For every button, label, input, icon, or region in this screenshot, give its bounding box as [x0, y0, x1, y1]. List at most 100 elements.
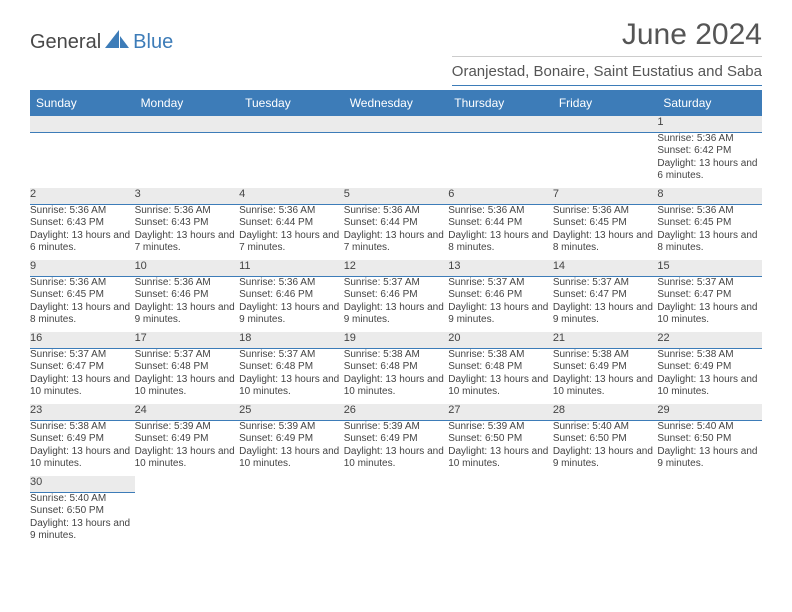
sunrise-line: Sunrise: 5:36 AM [30, 205, 135, 218]
sunrise-line: Sunrise: 5:37 AM [239, 349, 344, 362]
day-detail-cell: Sunrise: 5:38 AMSunset: 6:49 PMDaylight:… [30, 420, 135, 476]
sunset-line: Sunset: 6:46 PM [239, 289, 344, 302]
daylight-line: Daylight: 13 hours and 10 minutes. [448, 446, 553, 471]
daylight-line: Daylight: 13 hours and 10 minutes. [135, 374, 240, 399]
sunrise-line: Sunrise: 5:39 AM [135, 421, 240, 434]
daylight-line: Daylight: 13 hours and 10 minutes. [239, 446, 344, 471]
day-detail-cell [553, 492, 658, 548]
day-number-cell: 10 [135, 260, 240, 276]
sunrise-line: Sunrise: 5:37 AM [448, 277, 553, 290]
day-detail-cell: Sunrise: 5:39 AMSunset: 6:49 PMDaylight:… [344, 420, 449, 476]
sunrise-line: Sunrise: 5:36 AM [553, 205, 658, 218]
day-number-row: 23242526272829 [30, 404, 762, 420]
logo-text-blue: Blue [133, 31, 173, 54]
day-detail-cell: Sunrise: 5:39 AMSunset: 6:49 PMDaylight:… [135, 420, 240, 476]
sunrise-line: Sunrise: 5:40 AM [553, 421, 658, 434]
daylight-line: Daylight: 13 hours and 6 minutes. [657, 158, 762, 183]
day-detail-cell: Sunrise: 5:36 AMSunset: 6:43 PMDaylight:… [30, 204, 135, 260]
day-number-cell: 27 [448, 404, 553, 420]
sunrise-line: Sunrise: 5:38 AM [344, 349, 449, 362]
sunset-line: Sunset: 6:49 PM [135, 433, 240, 446]
day-number-cell [657, 476, 762, 492]
daylight-line: Daylight: 13 hours and 10 minutes. [239, 374, 344, 399]
sunset-line: Sunset: 6:45 PM [657, 217, 762, 230]
sunrise-line: Sunrise: 5:36 AM [448, 205, 553, 218]
sunset-line: Sunset: 6:46 PM [448, 289, 553, 302]
day-detail-cell: Sunrise: 5:36 AMSunset: 6:45 PMDaylight:… [657, 204, 762, 260]
sunrise-line: Sunrise: 5:36 AM [239, 277, 344, 290]
calendar-table: Sunday Monday Tuesday Wednesday Thursday… [30, 90, 762, 548]
day-detail-cell: Sunrise: 5:36 AMSunset: 6:43 PMDaylight:… [135, 204, 240, 260]
day-detail-cell: Sunrise: 5:38 AMSunset: 6:49 PMDaylight:… [657, 348, 762, 404]
day-detail-cell: Sunrise: 5:37 AMSunset: 6:47 PMDaylight:… [30, 348, 135, 404]
day-number-cell: 15 [657, 260, 762, 276]
sunrise-line: Sunrise: 5:38 AM [30, 421, 135, 434]
day-detail-cell: Sunrise: 5:36 AMSunset: 6:44 PMDaylight:… [448, 204, 553, 260]
calendar-body: 1Sunrise: 5:36 AMSunset: 6:42 PMDaylight… [30, 116, 762, 548]
day-header-row: Sunday Monday Tuesday Wednesday Thursday… [30, 90, 762, 116]
sunrise-line: Sunrise: 5:37 AM [30, 349, 135, 362]
day-number-cell: 13 [448, 260, 553, 276]
day-header: Sunday [30, 90, 135, 116]
daylight-line: Daylight: 13 hours and 10 minutes. [344, 446, 449, 471]
daylight-line: Daylight: 13 hours and 10 minutes. [30, 446, 135, 471]
day-detail-cell: Sunrise: 5:36 AMSunset: 6:42 PMDaylight:… [657, 132, 762, 188]
daylight-line: Daylight: 13 hours and 8 minutes. [448, 230, 553, 255]
day-detail-cell [344, 132, 449, 188]
day-detail-cell: Sunrise: 5:37 AMSunset: 6:46 PMDaylight:… [344, 276, 449, 332]
day-number-cell: 20 [448, 332, 553, 348]
day-number-row: 30 [30, 476, 762, 492]
day-detail-cell: Sunrise: 5:37 AMSunset: 6:46 PMDaylight:… [448, 276, 553, 332]
day-number-cell: 1 [657, 116, 762, 132]
day-number-cell [344, 116, 449, 132]
day-number-cell [553, 476, 658, 492]
day-detail-cell: Sunrise: 5:37 AMSunset: 6:48 PMDaylight:… [135, 348, 240, 404]
daylight-line: Daylight: 13 hours and 8 minutes. [657, 230, 762, 255]
daylight-line: Daylight: 13 hours and 9 minutes. [553, 446, 658, 471]
sunset-line: Sunset: 6:50 PM [448, 433, 553, 446]
day-detail-cell [344, 492, 449, 548]
sunrise-line: Sunrise: 5:38 AM [657, 349, 762, 362]
daylight-line: Daylight: 13 hours and 10 minutes. [553, 374, 658, 399]
sunset-line: Sunset: 6:43 PM [30, 217, 135, 230]
day-detail-cell: Sunrise: 5:40 AMSunset: 6:50 PMDaylight:… [657, 420, 762, 476]
sunrise-line: Sunrise: 5:37 AM [553, 277, 658, 290]
day-detail-cell: Sunrise: 5:36 AMSunset: 6:45 PMDaylight:… [553, 204, 658, 260]
sunset-line: Sunset: 6:44 PM [344, 217, 449, 230]
sunrise-line: Sunrise: 5:37 AM [135, 349, 240, 362]
location-subtitle: Oranjestad, Bonaire, Saint Eustatius and… [452, 56, 762, 86]
day-number-cell [239, 116, 344, 132]
daylight-line: Daylight: 13 hours and 8 minutes. [553, 230, 658, 255]
day-detail-row: Sunrise: 5:38 AMSunset: 6:49 PMDaylight:… [30, 420, 762, 476]
sunset-line: Sunset: 6:45 PM [30, 289, 135, 302]
sunrise-line: Sunrise: 5:39 AM [448, 421, 553, 434]
day-detail-cell: Sunrise: 5:38 AMSunset: 6:49 PMDaylight:… [553, 348, 658, 404]
day-number-cell [239, 476, 344, 492]
day-number-cell: 2 [30, 188, 135, 204]
day-number-cell: 17 [135, 332, 240, 348]
sunset-line: Sunset: 6:48 PM [135, 361, 240, 374]
day-header: Tuesday [239, 90, 344, 116]
daylight-line: Daylight: 13 hours and 6 minutes. [30, 230, 135, 255]
day-detail-row: Sunrise: 5:37 AMSunset: 6:47 PMDaylight:… [30, 348, 762, 404]
sunset-line: Sunset: 6:46 PM [135, 289, 240, 302]
day-detail-cell: Sunrise: 5:36 AMSunset: 6:46 PMDaylight:… [239, 276, 344, 332]
day-number-cell [135, 116, 240, 132]
day-number-cell: 30 [30, 476, 135, 492]
sunset-line: Sunset: 6:49 PM [344, 433, 449, 446]
day-number-cell: 24 [135, 404, 240, 420]
day-number-cell: 7 [553, 188, 658, 204]
day-number-cell: 3 [135, 188, 240, 204]
day-number-cell: 21 [553, 332, 658, 348]
sunset-line: Sunset: 6:43 PM [135, 217, 240, 230]
day-detail-cell: Sunrise: 5:37 AMSunset: 6:47 PMDaylight:… [553, 276, 658, 332]
day-number-cell [344, 476, 449, 492]
day-number-cell: 4 [239, 188, 344, 204]
day-number-cell: 26 [344, 404, 449, 420]
sunset-line: Sunset: 6:48 PM [239, 361, 344, 374]
day-number-row: 1 [30, 116, 762, 132]
sunset-line: Sunset: 6:45 PM [553, 217, 658, 230]
day-detail-cell: Sunrise: 5:37 AMSunset: 6:48 PMDaylight:… [239, 348, 344, 404]
day-detail-cell [239, 132, 344, 188]
daylight-line: Daylight: 13 hours and 9 minutes. [30, 518, 135, 543]
